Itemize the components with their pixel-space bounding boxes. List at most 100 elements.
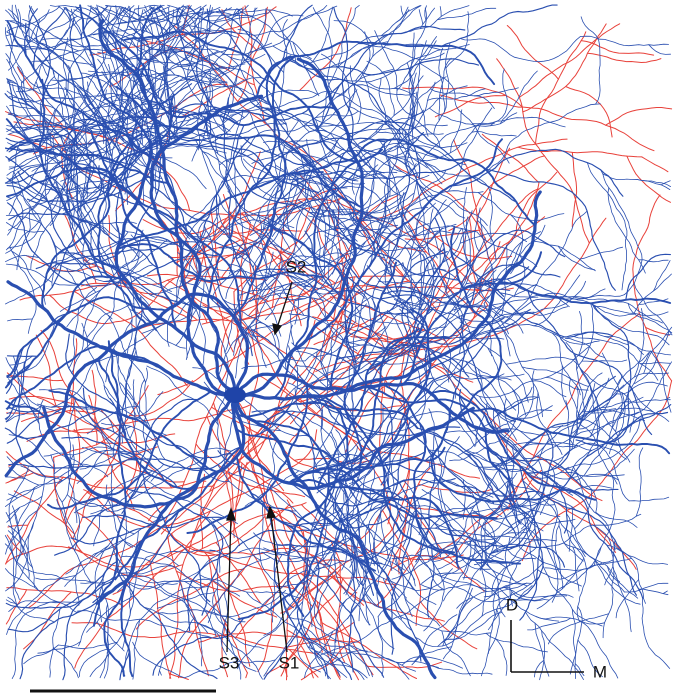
axon <box>8 470 30 482</box>
dendrite <box>537 392 563 455</box>
axon <box>36 335 56 407</box>
dendrite <box>616 580 639 618</box>
annotation-label: S2 <box>286 257 307 276</box>
dendrite <box>653 261 670 292</box>
page: {"annotations": [{"text": "S2"}, {"text"… <box>0 0 677 696</box>
dendrite <box>355 5 359 8</box>
soma <box>224 387 246 403</box>
dendrite <box>400 616 491 635</box>
dendrite <box>385 82 435 154</box>
dendrite <box>219 10 272 67</box>
dendrite <box>16 314 67 477</box>
dendrite <box>7 507 20 522</box>
dendrite <box>545 496 636 595</box>
axon <box>507 26 558 80</box>
dendrite <box>663 591 667 594</box>
dendrite <box>352 85 415 95</box>
dendrite <box>617 353 648 385</box>
axon <box>331 541 345 663</box>
axon <box>169 674 188 680</box>
dendrite <box>537 558 584 609</box>
axon <box>572 152 576 226</box>
dendrite <box>288 139 535 225</box>
axon <box>642 157 668 172</box>
dendrite <box>639 260 669 262</box>
dendrite <box>401 6 403 16</box>
dendrite <box>534 275 580 326</box>
dendrite <box>573 547 579 591</box>
dendrite <box>329 42 388 68</box>
dendrite <box>651 351 671 412</box>
dendrite <box>478 221 496 261</box>
dendrite <box>440 7 441 17</box>
dendrite <box>20 602 99 679</box>
dendrite <box>405 131 488 226</box>
dendrite <box>460 37 580 62</box>
dendrite <box>582 360 627 362</box>
dendrite <box>147 315 190 323</box>
dendrite <box>578 419 630 463</box>
dendrite <box>634 309 644 378</box>
dendrite <box>592 304 669 345</box>
dendrite <box>504 443 592 462</box>
dendrite <box>5 255 39 261</box>
dendrite <box>442 5 557 46</box>
dendrite <box>486 169 616 290</box>
dendrite <box>558 246 595 270</box>
dendrite <box>10 356 33 365</box>
dendrite <box>36 576 76 580</box>
dendrite <box>7 34 12 35</box>
axon <box>7 588 124 607</box>
dendrite <box>629 497 669 501</box>
dendrite <box>649 45 671 55</box>
dendrite <box>102 423 157 442</box>
dendrite <box>160 671 162 676</box>
dendrite <box>557 547 602 591</box>
axon <box>172 534 357 593</box>
dendrite <box>279 5 327 32</box>
dendrite <box>486 633 547 652</box>
dendrite <box>572 609 575 678</box>
dendrite <box>430 198 464 225</box>
axon <box>519 24 619 98</box>
dendrite <box>79 649 110 676</box>
dendrite <box>525 307 568 316</box>
dendrite <box>642 598 670 668</box>
dendrite <box>500 71 537 124</box>
dendrite <box>324 653 415 672</box>
dendrite <box>68 455 77 523</box>
dendrite <box>53 648 78 678</box>
dendrite <box>531 519 575 524</box>
arrow <box>277 282 292 328</box>
dendrite <box>531 346 590 380</box>
dendrite <box>242 359 305 368</box>
dendrite <box>8 356 38 357</box>
dendrite <box>7 197 12 199</box>
dendrite <box>8 531 29 579</box>
axon <box>606 108 672 126</box>
medial-label: M <box>593 662 607 681</box>
dendrite <box>630 351 650 391</box>
dendrite <box>396 7 408 22</box>
dendrite <box>346 125 448 140</box>
dendrite <box>636 448 643 516</box>
dendrite <box>614 545 645 604</box>
axon <box>246 673 248 678</box>
dendrite <box>218 465 296 511</box>
dendrite <box>522 367 588 387</box>
annotation-label: S3 <box>219 653 240 672</box>
dendrite <box>481 610 499 676</box>
dendrite <box>487 104 601 173</box>
dendrite <box>506 357 575 364</box>
axon <box>536 32 586 144</box>
dorsal-label: D <box>506 595 518 614</box>
dendrite <box>500 282 670 303</box>
dendrite <box>8 319 33 321</box>
dendrite <box>478 193 564 221</box>
annotation-label: S1 <box>279 653 300 672</box>
neuron-figure: S2 S3 S1 D M <box>0 0 677 696</box>
dendrite <box>605 337 644 355</box>
dendrite <box>616 382 667 394</box>
axon <box>6 452 206 489</box>
dendrite <box>420 8 434 29</box>
